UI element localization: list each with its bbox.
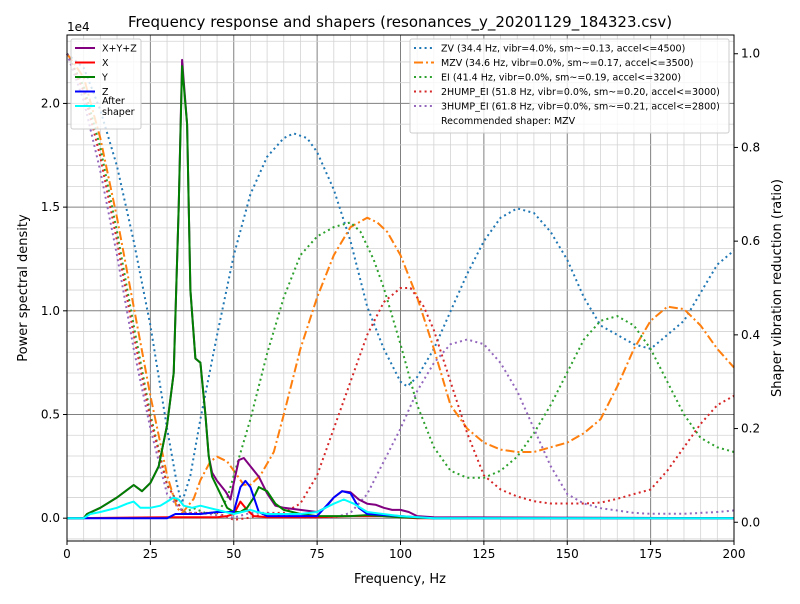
y-tick-label-right: 0.4 [741,328,760,342]
x-tick-label: 25 [143,547,158,561]
grid [66,35,735,541]
shaper-series [66,52,735,521]
psd-line-4 [67,496,734,520]
legend-shaper-label: ZV (34.4 Hz, vibr=4.0%, sm~=0.13, accel<… [441,44,685,55]
legend-psd-label: After shaper [102,96,135,118]
shaper-line-2hump_ei [66,53,735,521]
chart-title: Frequency response and shapers (resonanc… [128,13,672,32]
legend-shaper-label: EI (41.4 Hz, vibr=0.0%, sm~=0.19, accel<… [441,73,681,84]
y-tick-label-right: 0.6 [741,234,760,248]
y-tick-label-right: 0.2 [741,422,760,436]
shaper-line-mzv [66,53,735,515]
shaper-line-3hump_ei [66,53,735,519]
legend-psd-label: X [102,58,109,69]
y-tick-label: 0.0 [41,511,60,525]
x-tick-label: 0 [63,547,71,561]
legend-psd-label: Z [102,87,109,98]
legend-shapers-box [409,38,730,134]
y-tick-label: 0.5 [41,408,60,422]
legend-shaper-label: MZV (34.6 Hz, vibr=0.0%, sm~=0.17, accel… [441,58,693,69]
x-tick-label: 175 [639,547,662,561]
x-tick-label: 200 [723,547,746,561]
psd-series [66,58,735,520]
legend-shaper-label: 3HUMP_EI (61.8 Hz, vibr=0.0%, sm~=0.21, … [441,102,720,113]
x-tick-label: 100 [389,547,412,561]
ticks: 0 25 50 75 100 125 150 175 200 0.0 0.5 1.0 1.5 2.0 0.0… [41,47,760,561]
psd-line-2 [67,65,734,520]
legend-psd-label: Y [101,73,108,84]
shaper-line-zv [66,52,735,508]
y-offset-text: 1e4 [67,20,90,34]
y-tick-label: 2.0 [41,96,60,110]
y-axis-label: Power spectral density [16,214,31,362]
legend-shaper-label: 2HUMP_EI (51.8 Hz, vibr=0.0%, sm~=0.20, … [441,87,720,98]
x-tick-label: 75 [309,547,324,561]
y-tick-label: 1.0 [41,304,60,318]
legend-psd-label: X+Y+Z [102,44,137,55]
recommended-shaper-text: Recommended shaper: MZV [441,116,576,127]
y-tick-label-right: 0.0 [741,515,760,529]
y-tick-label-right: 0.8 [741,140,760,154]
x-tick-label: 150 [556,547,579,561]
x-axis-label: Frequency, Hz [354,572,446,587]
legend-shapers: ZV (34.4 Hz, vibr=4.0%, sm~=0.13, accel<… [409,38,730,134]
x-tick-label: 50 [226,547,241,561]
y-tick-label-right: 1.0 [741,47,760,61]
y-axis-label-right: Shaper vibration reduction (ratio) [770,179,785,397]
x-tick-label: 125 [472,547,495,561]
y-tick-label: 1.5 [41,200,60,214]
